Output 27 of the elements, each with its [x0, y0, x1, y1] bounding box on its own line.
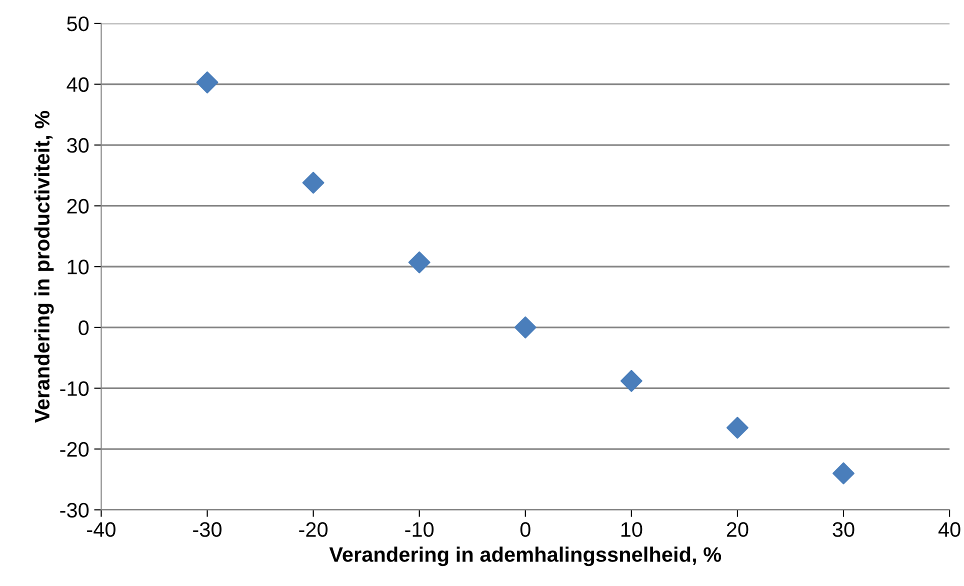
- y-tick-label: 0: [78, 320, 89, 336]
- point: [620, 370, 642, 392]
- y-tick-label: 30: [67, 138, 89, 153]
- y-tick-label: 10: [68, 260, 89, 274]
- x-tick-label: 20: [726, 522, 748, 537]
- x-tick-label: 0: [520, 522, 530, 537]
- point: [832, 462, 854, 484]
- point: [302, 172, 324, 194]
- point: [196, 71, 218, 94]
- y-tick-label: -20: [60, 442, 89, 457]
- point: [726, 416, 748, 439]
- x-tick-label: -20: [299, 522, 328, 537]
- x-axis-title: Verandering in ademhalingssnelheid, %: [329, 546, 722, 566]
- y-tick-label: 20: [67, 198, 89, 214]
- x-tick-label: -40: [87, 522, 116, 537]
- y-tick-label: 50: [67, 16, 89, 32]
- x-tick-label: 10: [621, 522, 642, 537]
- x-tick-label: 30: [832, 522, 854, 537]
- y-axis-title: Verandering in productiviteit, %: [34, 110, 54, 423]
- point: [514, 316, 536, 338]
- y-tick-label: -10: [60, 381, 89, 396]
- x-tick-label: 40: [938, 522, 960, 537]
- y-tick-label: 40: [66, 77, 89, 92]
- x-tick-label: -10: [405, 522, 434, 537]
- point: [408, 251, 430, 274]
- x-tick-label: -30: [193, 522, 222, 537]
- y-tick-label: -30: [60, 502, 89, 518]
